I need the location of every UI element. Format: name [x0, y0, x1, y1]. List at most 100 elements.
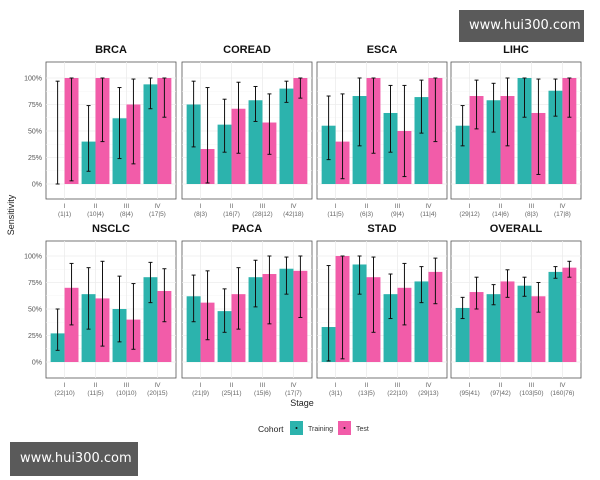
x-tick-count: (6|3) — [360, 211, 373, 218]
bar-training — [279, 88, 294, 184]
x-tick-stage: IV — [154, 382, 161, 389]
bar-training — [217, 311, 232, 362]
x-tick-count: (11|5) — [327, 211, 343, 218]
x-tick-stage: I — [469, 382, 471, 389]
x-tick-count: (103|50) — [519, 390, 543, 397]
x-tick-count: (1|1) — [58, 211, 71, 218]
x-tick-stage: IV — [290, 382, 297, 389]
x-tick-stage: III — [395, 203, 401, 210]
x-tick-stage: III — [529, 203, 535, 210]
bar-test — [469, 96, 484, 184]
legend-key-dot — [295, 427, 298, 429]
x-tick-stage: I — [335, 382, 337, 389]
x-tick-count: (16|7) — [223, 211, 240, 218]
x-tick-count: (22|10) — [54, 390, 74, 397]
facet-title: COREAD — [223, 44, 271, 56]
x-tick-stage: II — [365, 382, 369, 389]
x-tick-count: (17|5) — [149, 211, 166, 218]
x-tick-count: (11|5) — [87, 390, 103, 397]
x-tick-stage: II — [499, 203, 503, 210]
bar-training — [455, 125, 470, 184]
x-tick-stage: IV — [425, 382, 432, 389]
bar-training — [383, 294, 398, 362]
bar-training — [186, 296, 201, 362]
bar-training — [414, 281, 429, 362]
x-tick-count: (97|42) — [490, 390, 510, 397]
x-tick-count: (22|10) — [387, 390, 407, 397]
x-tick-count: (8|4) — [120, 211, 133, 218]
y-tick-label: 100% — [24, 254, 42, 261]
bar-training — [143, 84, 158, 184]
x-tick-stage: II — [499, 382, 503, 389]
x-tick-count: (21|9) — [192, 390, 209, 397]
y-tick-label: 25% — [28, 333, 42, 340]
x-tick-count: (29|12) — [459, 211, 479, 218]
x-tick-stage: I — [335, 203, 337, 210]
x-tick-stage: III — [529, 382, 535, 389]
legend-title: Cohort — [258, 424, 284, 434]
x-tick-stage: I — [64, 382, 66, 389]
bar-training — [143, 277, 158, 362]
y-tick-label: 100% — [24, 76, 42, 83]
bar-training — [248, 100, 263, 184]
legend-label-training: Training — [308, 426, 333, 433]
x-tick-count: (25|11) — [222, 390, 242, 397]
x-tick-count: (20|15) — [147, 390, 167, 397]
x-tick-stage: IV — [290, 203, 297, 210]
bar-training — [248, 277, 263, 362]
x-tick-stage: I — [200, 203, 202, 210]
watermark-top: www.hui300.com — [459, 10, 584, 42]
y-tick-label: 50% — [28, 307, 42, 314]
x-axis-label: Stage — [290, 398, 314, 408]
bar-test — [500, 281, 515, 362]
x-tick-stage: I — [64, 203, 66, 210]
facet-title: PACA — [232, 223, 262, 235]
x-tick-count: (28|12) — [252, 211, 272, 218]
bar-training — [486, 100, 501, 184]
bar-training — [548, 271, 563, 362]
x-tick-count: (10|4) — [87, 211, 104, 218]
bar-training — [455, 307, 470, 362]
x-tick-count: (15|6) — [254, 390, 271, 397]
x-tick-count: (9|4) — [391, 211, 404, 218]
bar-training — [486, 294, 501, 362]
x-tick-count: (160|76) — [550, 390, 574, 397]
facet-title: NSCLC — [92, 223, 130, 235]
y-tick-label: 75% — [28, 102, 42, 109]
y-axis-label: Sensitivity — [6, 194, 16, 235]
facet-title: STAD — [367, 223, 396, 235]
x-tick-count: (8|3) — [194, 211, 207, 218]
x-tick-count: (95|41) — [459, 390, 479, 397]
x-tick-stage: IV — [154, 203, 161, 210]
x-tick-count: (17|8) — [554, 211, 571, 218]
bar-training — [414, 97, 429, 184]
x-tick-stage: III — [124, 382, 130, 389]
y-tick-label: 0% — [32, 182, 42, 189]
x-tick-stage: IV — [559, 203, 566, 210]
bar-test — [531, 296, 546, 362]
bar-training — [217, 124, 232, 184]
bar-training — [548, 90, 563, 184]
x-tick-stage: IV — [425, 203, 432, 210]
facet-title: OVERALL — [490, 223, 543, 235]
bar-test — [469, 292, 484, 362]
legend-key-dot — [343, 427, 346, 429]
bar-training — [517, 285, 532, 362]
x-tick-count: (13|5) — [358, 390, 375, 397]
x-tick-count: (3|1) — [329, 390, 342, 397]
x-tick-stage: III — [395, 382, 401, 389]
facet-title: ESCA — [367, 44, 398, 56]
bar-training — [279, 268, 294, 362]
x-tick-stage: II — [230, 382, 234, 389]
x-tick-stage: II — [94, 203, 98, 210]
facet-title: BRCA — [95, 44, 127, 56]
legend-label-test: Test — [356, 426, 369, 433]
x-tick-stage: III — [260, 203, 266, 210]
y-tick-label: 25% — [28, 155, 42, 162]
x-tick-count: (17|7) — [285, 390, 302, 397]
x-tick-stage: II — [365, 203, 369, 210]
x-tick-count: (42|18) — [283, 211, 303, 218]
x-tick-count: (29|13) — [418, 390, 438, 397]
x-tick-stage: I — [200, 382, 202, 389]
